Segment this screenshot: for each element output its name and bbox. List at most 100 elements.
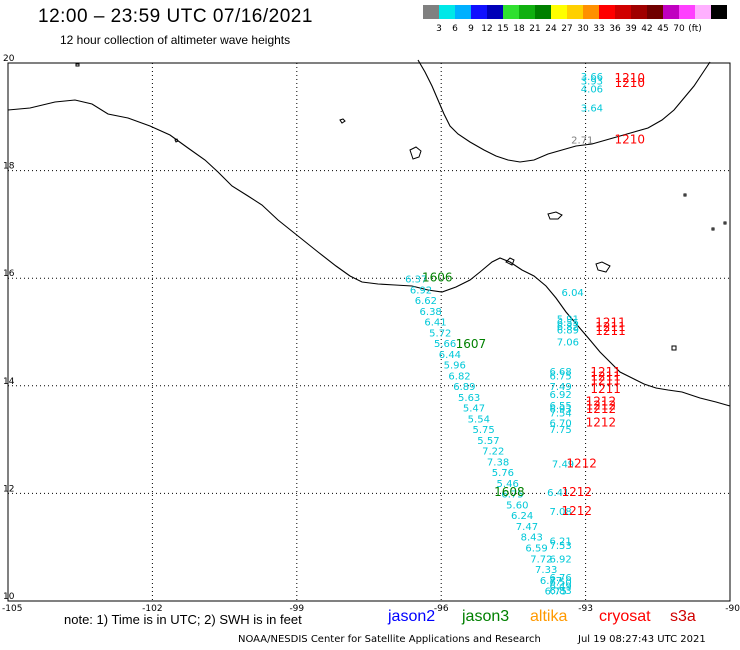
map-subtitle: 12 hour collection of altimeter wave hei…	[60, 33, 291, 47]
pass-time-label: 1210	[614, 76, 645, 90]
swh-value: 7.33	[535, 565, 557, 576]
lat-tick-label: 12	[3, 484, 14, 494]
colorbar-label: 6	[452, 24, 458, 34]
colorbar-swatch	[583, 5, 599, 19]
swh-value: 6.92	[550, 390, 572, 401]
swh-value: 6.75	[545, 587, 567, 598]
coast-feature	[547, 211, 563, 220]
swh-value: 7.49	[550, 382, 572, 393]
swh-value: 7.54	[550, 408, 572, 419]
swh-value: 3.66	[581, 72, 603, 83]
lon-tick-label: -96	[434, 604, 449, 614]
lon-tick-label: -90	[725, 604, 740, 614]
colorbar-swatch	[471, 5, 487, 19]
swh-value: 7.47	[516, 522, 538, 533]
colorbar-swatch	[711, 5, 727, 19]
colorbar-swatch	[535, 5, 551, 19]
swh-value: 6.55	[557, 318, 579, 329]
swh-value: 6.92	[550, 554, 572, 565]
pass-time-label: 1607	[456, 337, 487, 351]
colorbar-label: 9	[468, 24, 474, 34]
legend-cryosat: cryosat	[599, 608, 651, 625]
pass-time-label: 1211	[595, 324, 626, 338]
pass-time-label: 1211	[595, 316, 626, 330]
colorbar-swatch	[503, 5, 519, 19]
colorbar-swatch	[423, 5, 439, 19]
pass-time-label: 1212	[566, 457, 597, 471]
lon-tick-label: -105	[2, 604, 22, 614]
swh-value: 6.93	[550, 405, 572, 416]
swh-value: 6.75	[501, 490, 523, 501]
colorbar-swatch	[455, 5, 471, 19]
swh-value: 7.08	[550, 507, 572, 518]
swh-value: 6.77	[540, 576, 562, 587]
coast-feature	[75, 63, 80, 67]
swh-value: 5.76	[492, 468, 514, 479]
pass-time-label: 1211	[590, 369, 621, 383]
coast-feature	[174, 138, 179, 143]
swh-value: 6.62	[415, 296, 437, 307]
colorbar-swatch	[551, 5, 567, 19]
colorbar-swatch	[679, 5, 695, 19]
lat-tick-label: 10	[3, 592, 15, 602]
legend-s3a: s3a	[670, 608, 696, 625]
swh-value: 6.59	[525, 544, 547, 555]
swh-value: 6.38	[420, 307, 442, 318]
pass-time-label: 1210	[614, 133, 645, 147]
colorbar-swatch	[663, 5, 679, 19]
colorbar-swatch	[519, 5, 535, 19]
map-title: 12:00 – 23:59 UTC 07/16/2021	[38, 6, 313, 27]
pacific-coastline	[7, 99, 731, 407]
swh-value: 5.66	[434, 339, 456, 350]
coast-feature	[595, 261, 611, 273]
colorbar-swatch	[647, 5, 663, 19]
legend-note: note: 1) Time is in UTC; 2) SWH is in fe…	[64, 612, 302, 627]
swh-value: 6.92	[410, 285, 432, 296]
swh-value: 6.49	[550, 582, 572, 593]
colorbar-swatch	[487, 5, 503, 19]
pass-time-label: 1212	[586, 398, 617, 412]
swh-value: 6.82	[448, 371, 470, 382]
legend-altika: altika	[530, 608, 568, 625]
colorbar-label: 21	[529, 24, 541, 34]
colorbar-swatch	[615, 5, 631, 19]
swh-value: 6.89	[557, 326, 579, 337]
swh-value: 4.06	[581, 85, 603, 96]
swh-value: 6.04	[562, 288, 584, 299]
lat-tick-label: 20	[3, 54, 15, 64]
coast-feature	[683, 193, 687, 197]
pass-time-label: 1212	[586, 416, 617, 430]
footer-credit: NOAA/NESDIS Center for Satellite Applica…	[238, 634, 541, 645]
swh-value: 5.91	[557, 314, 579, 325]
swh-value: 6.68	[550, 367, 572, 378]
lon-tick-label: -102	[142, 604, 162, 614]
colorbar-label: (ft)	[688, 24, 702, 34]
swh-value: 8.43	[521, 533, 543, 544]
swh-value: 5.46	[497, 479, 519, 490]
pass-time-label: 1211	[590, 365, 621, 379]
swh-value: 7.38	[487, 457, 509, 468]
swh-value: 6.76	[550, 573, 572, 584]
swh-value: 6.75	[550, 371, 572, 382]
colorbar-swatch	[599, 5, 615, 19]
swh-value: 6.55	[550, 401, 572, 412]
pass-time-label: 1608	[494, 485, 525, 499]
swh-values: 6.376.926.626.386.415.725.666.445.966.82…	[405, 72, 603, 597]
colorbar-swatch	[631, 5, 647, 19]
colorbar-label: 12	[481, 24, 493, 34]
colorbar-swatch	[695, 5, 711, 19]
lon-tick-label: -93	[578, 604, 593, 614]
colorbar-label: 24	[545, 24, 557, 34]
swh-value: 5.54	[468, 414, 490, 425]
footer-timestamp: Jul 19 08:27:43 UTC 2021	[578, 634, 706, 645]
swh-value: 7.49	[552, 460, 574, 471]
pass-time-label: 1212	[586, 402, 617, 416]
pass-time-label: 1211	[590, 382, 621, 396]
swh-value: 5.72	[429, 328, 451, 339]
coast-feature	[339, 118, 346, 124]
swh-value: 6.21	[550, 537, 572, 548]
pass-time-label: 1212	[562, 504, 593, 518]
colorbar-label: 3	[436, 24, 442, 34]
